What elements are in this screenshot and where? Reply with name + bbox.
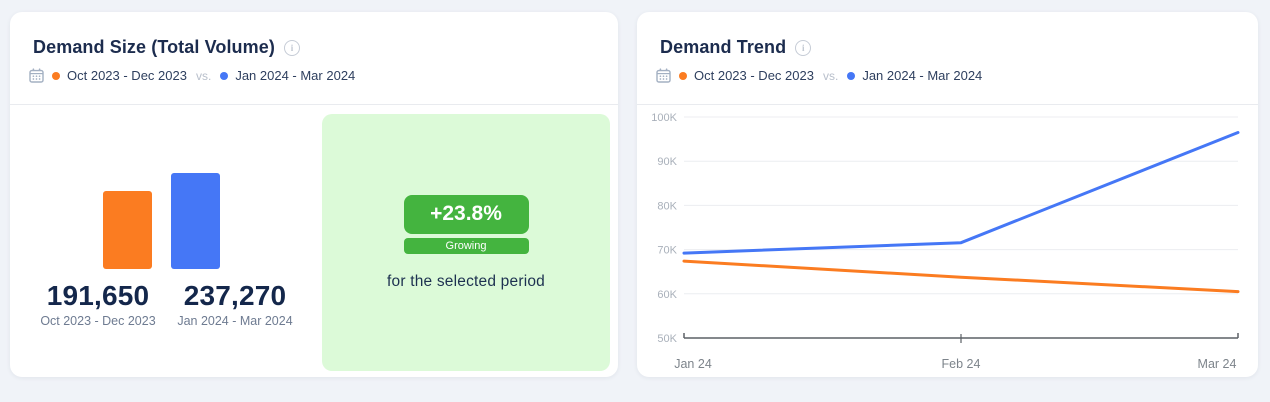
period2-dot — [220, 71, 229, 80]
period1-dot — [52, 71, 60, 80]
period1-label: Oct 2023 - Dec 2023 — [694, 68, 814, 83]
x-tick-label: Feb 24 — [942, 357, 981, 371]
demand-size-title: Demand Size (Total Volume) — [33, 37, 275, 57]
period1-caption: Oct 2023 - Dec 2023 — [40, 314, 156, 328]
vs-label: vs. — [195, 68, 212, 83]
trend-line — [682, 131, 1240, 255]
trend-line-chart[interactable]: 50K 60K 70K 80K 90K 100K Jan 24 Feb 24 Mar 24 — [637, 12, 1258, 377]
bar-period1[interactable] — [103, 191, 152, 269]
bar-period2[interactable] — [171, 173, 220, 269]
y-tick-label: 60K — [657, 289, 677, 301]
demand-trend-header: Demand Trend i Oct 2023 - Dec 2023 vs. J… — [637, 12, 1258, 105]
y-tick-label: 80K — [657, 200, 677, 212]
y-tick-label: 70K — [657, 245, 677, 257]
demand-size-header: Demand Size (Total Volume) i Oct 2023 - … — [10, 12, 618, 105]
period2-total-value: 237,270 — [183, 280, 287, 311]
period1-total-value: 191,650 — [46, 280, 150, 311]
info-icon[interactable]: i — [283, 39, 300, 56]
calendar-icon — [656, 68, 671, 83]
info-icon[interactable]: i — [795, 39, 812, 56]
vs-label: vs. — [822, 68, 839, 83]
comparison-legend: Oct 2023 - Dec 2023 vs. Jan 2024 - Mar 2… — [656, 68, 1234, 83]
demand-trend-card: Demand Trend i Oct 2023 - Dec 2023 vs. J… — [637, 12, 1258, 377]
period2-label: Jan 2024 - Mar 2024 — [235, 68, 356, 83]
period1-dot — [679, 71, 687, 80]
y-tick-label: 100K — [651, 112, 677, 124]
growth-percent-badge: +23.8% — [403, 194, 529, 234]
period2-label: Jan 2024 - Mar 2024 — [862, 68, 983, 83]
demand-trend-title: Demand Trend — [660, 37, 787, 57]
period2-dot — [847, 71, 856, 80]
growth-status-badge: Growing — [403, 237, 529, 254]
growth-summary-panel: +23.8% Growing for the selected period — [322, 114, 610, 371]
x-tick-label: Mar 24 — [1198, 357, 1237, 371]
growth-caption: for the selected period — [387, 272, 545, 290]
x-tick-label: Jan 24 — [674, 357, 712, 371]
trend-line — [682, 259, 1240, 294]
demand-size-bars-area: 191,650 237,270 Oct 2023 - Dec 2023 Jan … — [10, 105, 322, 377]
y-tick-label: 50K — [657, 333, 677, 345]
calendar-icon — [29, 68, 44, 83]
period2-caption: Jan 2024 - Mar 2024 — [177, 314, 293, 328]
comparison-legend: Oct 2023 - Dec 2023 vs. Jan 2024 - Mar 2… — [29, 68, 594, 83]
period1-label: Oct 2023 - Dec 2023 — [67, 68, 187, 83]
demand-size-card: Demand Size (Total Volume) i Oct 2023 - … — [10, 12, 618, 377]
y-tick-label: 90K — [657, 156, 677, 168]
